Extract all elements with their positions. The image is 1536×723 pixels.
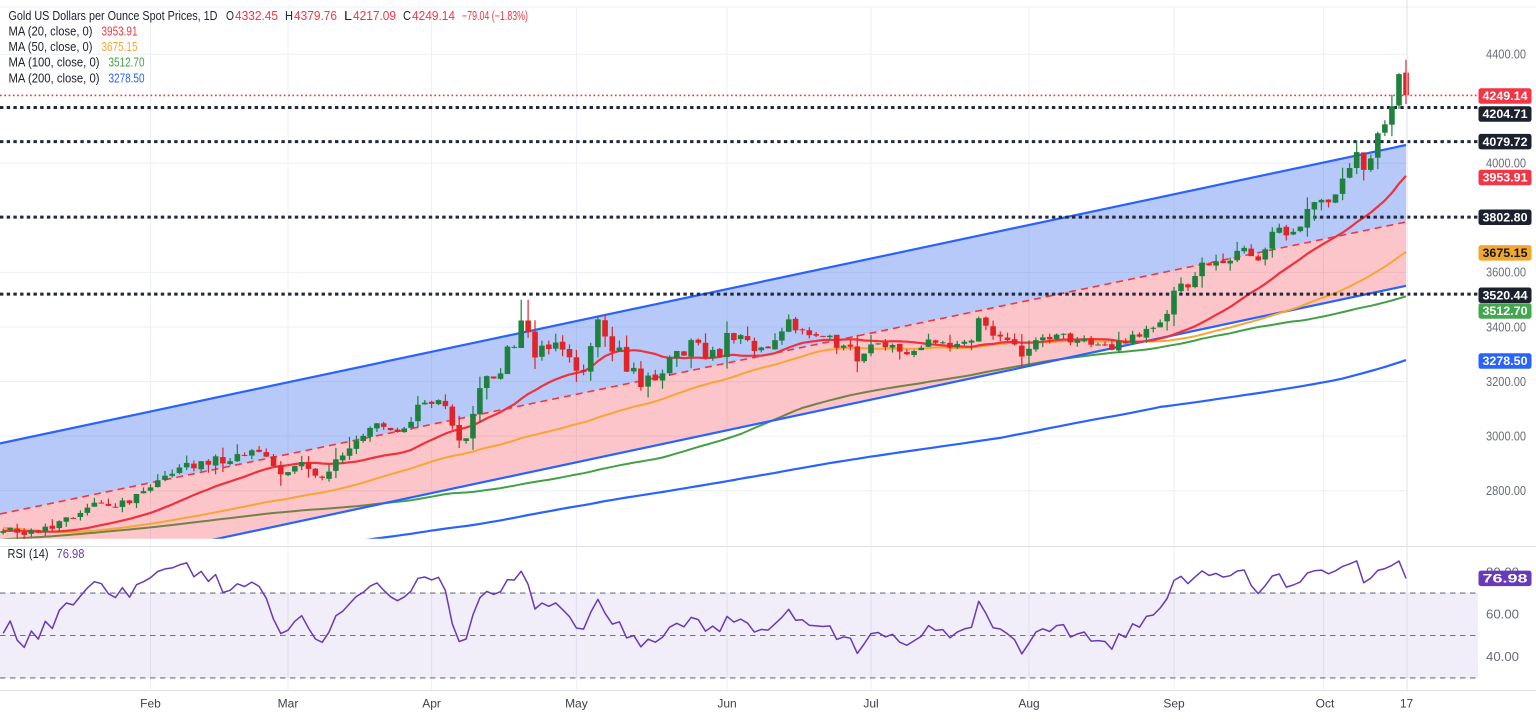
svg-text:O: O	[226, 9, 234, 23]
svg-text:H: H	[285, 9, 293, 23]
svg-text:−79.04 (−1.83%): −79.04 (−1.83%)	[462, 9, 528, 23]
svg-text:Aug: Aug	[1018, 697, 1039, 711]
svg-text:76.98: 76.98	[1483, 572, 1528, 586]
svg-text:3278.50: 3278.50	[1483, 354, 1528, 368]
svg-text:MA (50, close, 0): MA (50, close, 0)	[9, 40, 93, 54]
svg-text:4217.09: 4217.09	[353, 9, 396, 23]
svg-text:MA (200, close, 0): MA (200, close, 0)	[9, 71, 100, 85]
svg-text:Oct: Oct	[1316, 697, 1335, 711]
svg-text:Sep: Sep	[1163, 697, 1185, 711]
svg-text:RSI (14): RSI (14)	[8, 547, 49, 561]
svg-text:L: L	[344, 9, 352, 23]
svg-text:Apr: Apr	[422, 697, 441, 711]
svg-text:4079.72: 4079.72	[1483, 135, 1528, 149]
svg-text:3512.70: 3512.70	[1483, 304, 1528, 318]
svg-text:4249.14: 4249.14	[412, 9, 455, 23]
svg-text:3512.70: 3512.70	[109, 56, 145, 70]
svg-text:MA (100, close, 0): MA (100, close, 0)	[9, 56, 100, 70]
svg-text:4249.14: 4249.14	[1483, 89, 1528, 103]
svg-text:3600.00: 3600.00	[1486, 266, 1526, 280]
svg-text:4400.00: 4400.00	[1486, 48, 1526, 62]
svg-text:40.00: 40.00	[1486, 650, 1519, 664]
svg-text:3520.44: 3520.44	[1483, 288, 1528, 302]
svg-text:Jul: Jul	[863, 697, 878, 711]
svg-text:76.98: 76.98	[57, 547, 85, 561]
svg-text:Gold US Dollars per Ounce Spot: Gold US Dollars per Ounce Spot Prices, 1…	[9, 9, 218, 23]
svg-text:Feb: Feb	[140, 697, 161, 711]
svg-text:Mar: Mar	[278, 697, 299, 711]
svg-text:2800.00: 2800.00	[1486, 484, 1526, 498]
svg-text:3000.00: 3000.00	[1486, 429, 1526, 443]
svg-text:Jun: Jun	[717, 697, 736, 711]
svg-text:4379.76: 4379.76	[294, 9, 337, 23]
svg-text:17: 17	[1400, 697, 1414, 711]
svg-text:3675.15: 3675.15	[1483, 246, 1528, 260]
svg-text:3278.50: 3278.50	[109, 71, 145, 85]
svg-text:MA (20, close, 0): MA (20, close, 0)	[9, 24, 93, 38]
svg-text:4000.00: 4000.00	[1486, 157, 1526, 171]
svg-text:3953.91: 3953.91	[1483, 171, 1528, 185]
svg-text:3953.91: 3953.91	[102, 24, 138, 38]
svg-text:3802.80: 3802.80	[1483, 210, 1528, 224]
svg-text:3200.00: 3200.00	[1486, 375, 1526, 389]
svg-text:3675.15: 3675.15	[102, 40, 138, 54]
svg-text:60.00: 60.00	[1486, 608, 1519, 622]
svg-text:C: C	[403, 9, 411, 23]
svg-text:4332.45: 4332.45	[235, 9, 278, 23]
svg-text:4204.71: 4204.71	[1483, 107, 1528, 121]
svg-text:3400.00: 3400.00	[1486, 320, 1526, 334]
svg-text:May: May	[565, 697, 588, 711]
